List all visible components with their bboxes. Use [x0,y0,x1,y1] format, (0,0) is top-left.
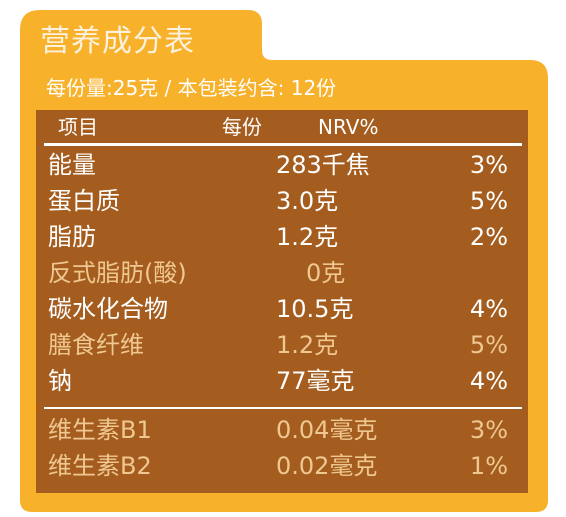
nutrient-nrv: 4% [469,295,508,323]
nutrient-nrv: 3% [469,416,508,444]
table-title: 营养成分表 [40,24,195,59]
nutrient-value: 0.04毫克 [276,416,378,444]
nutrition-panel [36,110,528,493]
nutrient-value: 0克 [306,259,346,287]
nutrient-name: 维生素B1 [48,416,152,444]
nutrient-nrv: 2% [469,223,508,251]
header-per-serving: 每份 [222,115,262,139]
nutrient-name: 蛋白质 [48,187,120,215]
nutrient-value: 283千焦 [276,151,370,179]
nutrient-value: 10.5克 [276,295,354,323]
nutrient-value: 1.2克 [276,331,339,359]
nutrient-nrv [438,255,508,291]
nutrient-nrv: 1% [469,452,508,480]
nutrient-name: 反式脂肪(酸) [48,259,187,287]
nutrient-nrv: 4% [469,367,508,395]
header-item: 项目 [58,115,98,139]
nutrient-nrv: 5% [469,331,508,359]
nutrient-name: 维生素B2 [48,452,152,480]
nutrient-value: 3.0克 [276,187,339,215]
nutrient-name: 能量 [48,151,96,179]
nutrient-value: 77毫克 [276,367,355,395]
section-divider [44,407,522,409]
nutrient-name: 钠 [48,367,72,395]
header-divider [44,143,522,146]
nutrient-name: 碳水化合物 [48,295,168,323]
serving-info: 每份量:25克 / 本包装约含: 12份 [46,76,337,100]
nutrient-nrv: 5% [469,187,508,215]
header-nrv: NRV% [318,115,379,139]
nutrient-value: 0.02毫克 [276,452,378,480]
nutrient-name: 膳食纤维 [48,331,144,359]
nutrient-value: 1.2克 [276,223,339,251]
nutrient-nrv: 3% [469,151,508,179]
nutrient-name: 脂肪 [48,223,96,251]
